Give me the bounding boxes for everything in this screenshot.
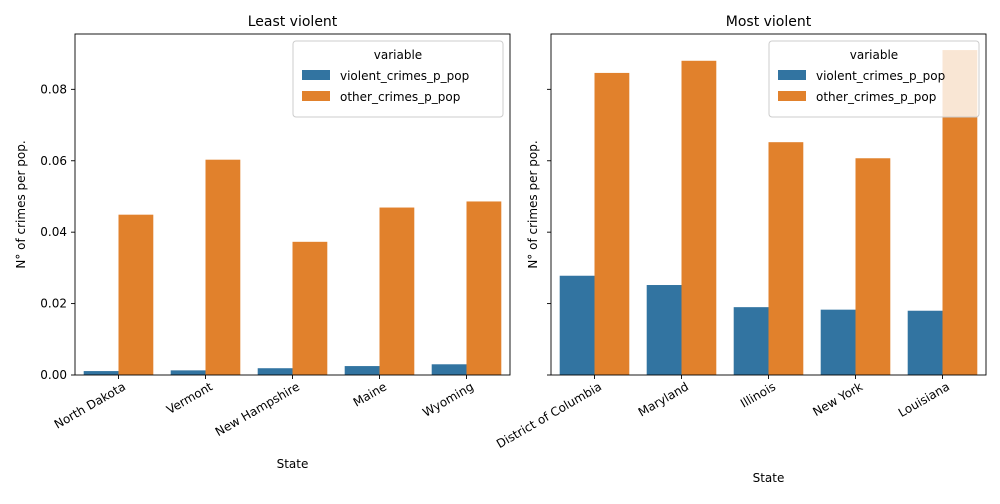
bar-other-crimes-p-pop-2 xyxy=(205,159,241,375)
x-tick-label: New Hampshire xyxy=(213,379,302,439)
y-tick-label: 0.02 xyxy=(40,297,67,311)
bar-violent-crimes-p-pop-3 xyxy=(257,368,293,375)
x-tick-label: Louisiana xyxy=(896,379,952,419)
bar-violent-crimes-p-pop-4 xyxy=(344,366,380,375)
bar-violent-crimes-p-pop-1 xyxy=(559,275,595,375)
bar-violent-crimes-p-pop-4 xyxy=(820,309,856,375)
legend-swatch-1 xyxy=(302,70,330,80)
bar-other-crimes-p-pop-4 xyxy=(855,158,891,375)
legend-box xyxy=(292,40,504,118)
chart-panel-2: District of Columbia Maryland Illinois New … xyxy=(494,14,987,485)
legend-label-1: violent_crimes_p_pop xyxy=(340,69,469,83)
chart-title: Most violent xyxy=(726,14,812,30)
legend-title: variable xyxy=(850,48,898,62)
legend: variable violent_crimes_p_pop other_crimes… xyxy=(768,40,980,118)
bar-violent-crimes-p-pop-5 xyxy=(907,310,943,375)
y-tick-label: 0.00 xyxy=(40,368,67,382)
chart-title: Least violent xyxy=(248,14,338,30)
x-tick-label: Illinois xyxy=(738,379,778,410)
x-tick-label: District of Columbia xyxy=(494,379,604,451)
x-tick-label: Maryland xyxy=(636,379,691,419)
bar-violent-crimes-p-pop-2 xyxy=(170,370,206,375)
legend-label-2: other_crimes_p_pop xyxy=(340,90,460,104)
x-tick-label: Wyoming xyxy=(420,379,476,419)
x-tick-label: North Dakota xyxy=(52,379,128,431)
bar-other-crimes-p-pop-2 xyxy=(681,60,717,375)
x-axis-label: State xyxy=(277,457,309,471)
legend-title: variable xyxy=(374,48,422,62)
legend-label-2: other_crimes_p_pop xyxy=(816,90,936,104)
bar-violent-crimes-p-pop-2 xyxy=(646,285,682,375)
y-axis-label: N° of crimes per pop. xyxy=(526,140,540,268)
y-tick-label: 0.08 xyxy=(40,82,67,96)
bar-violent-crimes-p-pop-5 xyxy=(431,364,467,375)
y-axis-label: N° of crimes per pop. xyxy=(14,140,28,268)
x-axis-label: State xyxy=(753,471,785,485)
legend-box xyxy=(768,40,980,118)
bar-other-crimes-p-pop-1 xyxy=(594,72,630,376)
legend: variable violent_crimes_p_pop other_crimes… xyxy=(292,40,504,118)
bar-violent-crimes-p-pop-1 xyxy=(83,371,119,375)
x-tick-label: Vermont xyxy=(164,379,215,417)
y-tick-label: 0.04 xyxy=(40,225,67,239)
legend-label-1: violent_crimes_p_pop xyxy=(816,69,945,83)
bar-other-crimes-p-pop-1 xyxy=(118,214,154,375)
bar-other-crimes-p-pop-3 xyxy=(768,142,804,375)
legend-swatch-2 xyxy=(778,91,806,101)
x-tick-label: Maine xyxy=(351,379,389,409)
bar-violent-crimes-p-pop-3 xyxy=(733,307,769,375)
x-tick-label: New York xyxy=(810,379,865,419)
bar-other-crimes-p-pop-3 xyxy=(292,241,328,375)
y-tick-label: 0.06 xyxy=(40,154,67,168)
bar-other-crimes-p-pop-4 xyxy=(379,207,415,375)
legend-swatch-2 xyxy=(302,91,330,101)
legend-swatch-1 xyxy=(778,70,806,80)
bar-other-crimes-p-pop-5 xyxy=(466,201,502,375)
